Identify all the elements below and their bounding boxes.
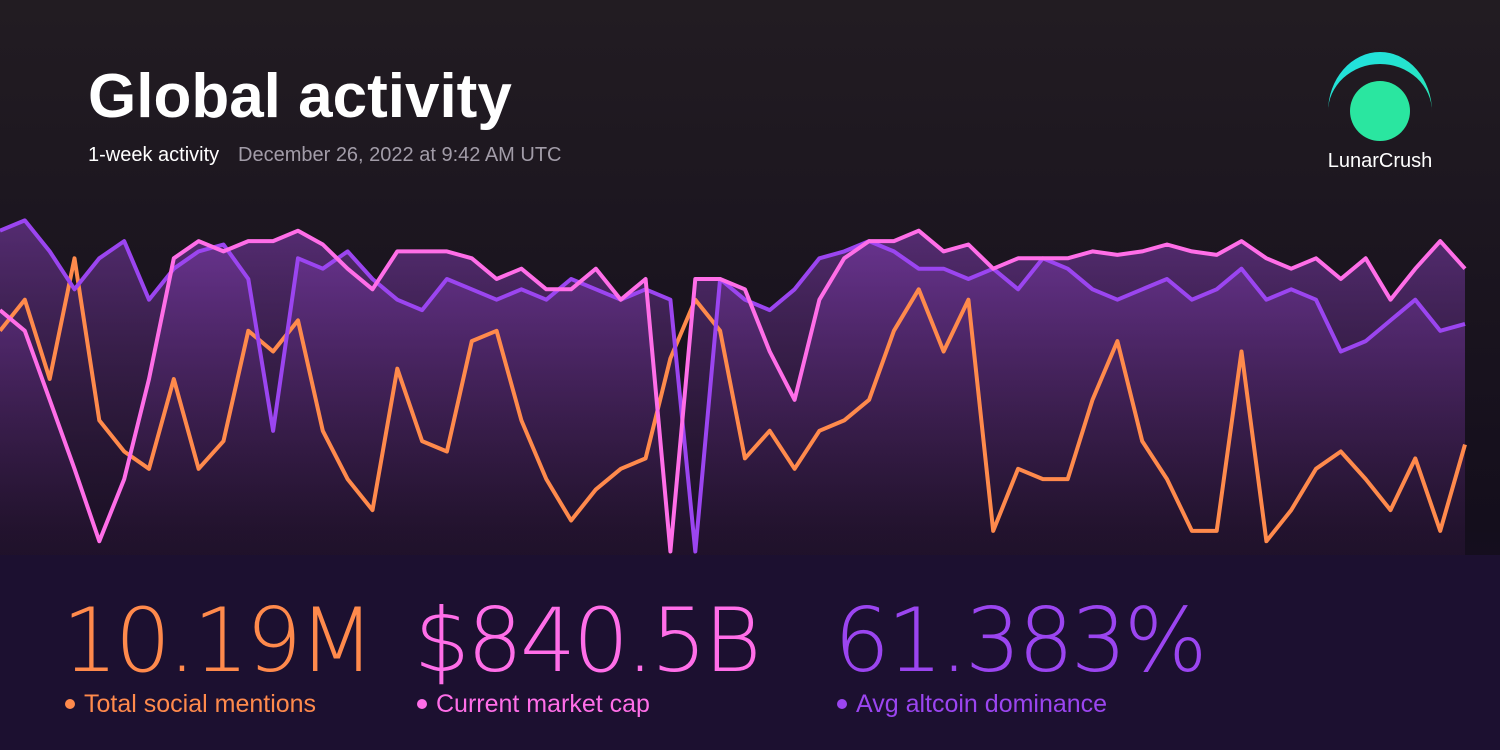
- series-line: [0, 256, 1467, 544]
- legend-dot: [65, 699, 75, 709]
- plot: [0, 218, 1467, 555]
- logo: LunarCrush: [1328, 52, 1433, 172]
- stat-label: Current market cap: [436, 690, 650, 718]
- stat-value: $840.5B: [414, 589, 759, 692]
- series-line: [0, 228, 1467, 554]
- stats-band: [0, 555, 1500, 750]
- legend-dot: [417, 699, 427, 709]
- title: Global activity: [88, 62, 512, 131]
- logo-moon: [1350, 81, 1410, 141]
- timestamp: December 26, 2022 at 9:42 AM UTC: [238, 144, 562, 166]
- stat-value: 61.383%: [834, 589, 1205, 692]
- stat-label: Avg altcoin dominance: [856, 690, 1107, 718]
- legend-dot: [837, 699, 847, 709]
- brand: LunarCrush: [1328, 150, 1433, 172]
- stat-value: 10.19M: [62, 589, 372, 692]
- series-line: [0, 218, 1466, 554]
- logo-arc: [1328, 52, 1432, 112]
- period: 1-week activity: [88, 144, 219, 166]
- stat-label: Total social mentions: [84, 690, 316, 718]
